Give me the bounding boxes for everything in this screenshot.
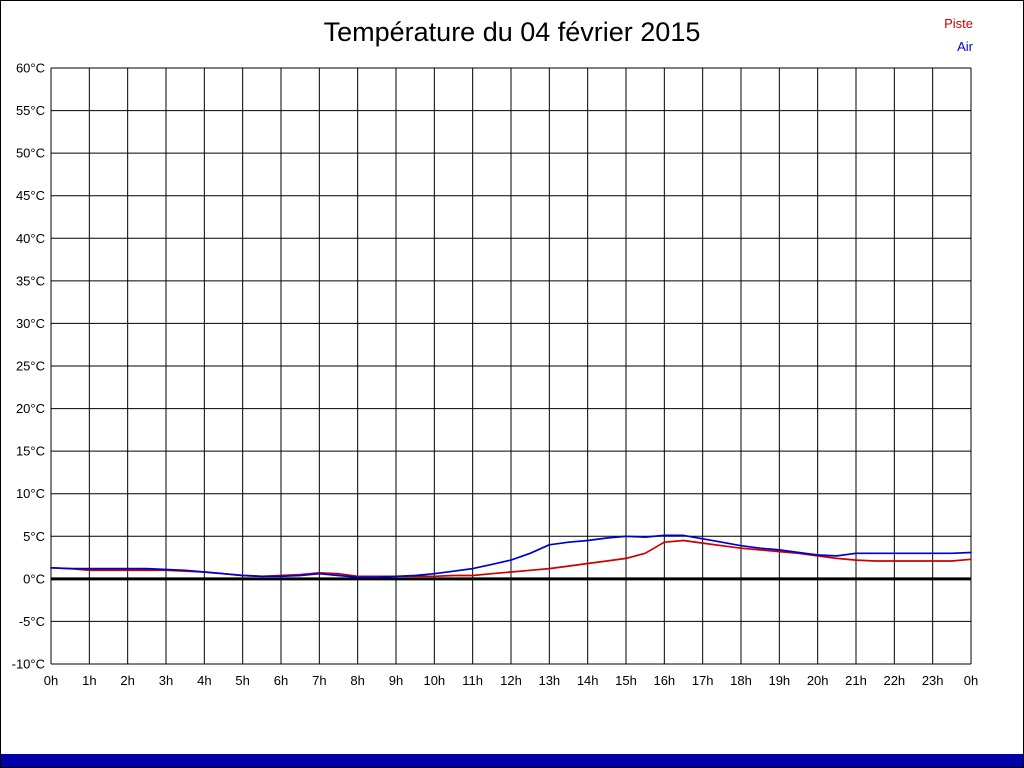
y-tick-label: 20°C [16,401,45,416]
y-tick-label: 50°C [16,146,45,161]
x-tick-label: 11h [462,673,483,688]
y-tick-label: 35°C [16,273,45,288]
series-air-line [50,534,972,579]
legend-item-air: Air [957,39,973,54]
y-tick-label: -5°C [19,614,45,629]
x-tick-label: 18h [730,673,752,688]
x-tick-label: 5h [235,673,249,688]
y-tick-label: 60°C [16,61,45,76]
x-tick-label: 0h [44,673,58,688]
y-tick-label: 55°C [16,103,45,118]
bottom-bar [1,754,1023,767]
x-tick-label: 13h [538,673,560,688]
legend-item-piste: Piste [944,16,973,31]
x-tick-label: 6h [274,673,288,688]
x-tick-label: 21h [845,673,867,688]
y-tick-label: 5°C [23,529,45,544]
x-tick-label: 3h [159,673,173,688]
y-tick-label: 15°C [16,444,45,459]
chart-title: Température du 04 février 2015 [323,17,701,47]
x-tick-label: 12h [500,673,522,688]
legend: Piste Air [944,12,973,58]
x-tick-label: 8h [350,673,364,688]
y-tick-label: 45°C [16,188,45,203]
x-tick-label: 10h [423,673,445,688]
y-tick-label: 25°C [16,359,45,374]
x-tick-label: 1h [82,673,96,688]
x-tick-label: 9h [389,673,403,688]
x-tick-label: 23h [922,673,944,688]
x-tick-label: 7h [312,673,326,688]
x-tick-label: 17h [692,673,714,688]
x-tick-label: 14h [577,673,599,688]
x-tick-label: 4h [197,673,211,688]
x-tick-label: 22h [883,673,905,688]
x-tick-label: 0h [964,673,978,688]
y-tick-label: 40°C [16,231,45,246]
y-tick-label: 0°C [23,571,45,586]
x-tick-label: 2h [120,673,134,688]
y-tick-label: 30°C [16,316,45,331]
x-tick-label: 16h [653,673,675,688]
y-tick-label: -10°C [12,657,45,672]
y-tick-label: 10°C [16,486,45,501]
x-tick-label: 20h [807,673,829,688]
x-tick-label: 15h [615,673,637,688]
x-tick-label: 19h [768,673,790,688]
